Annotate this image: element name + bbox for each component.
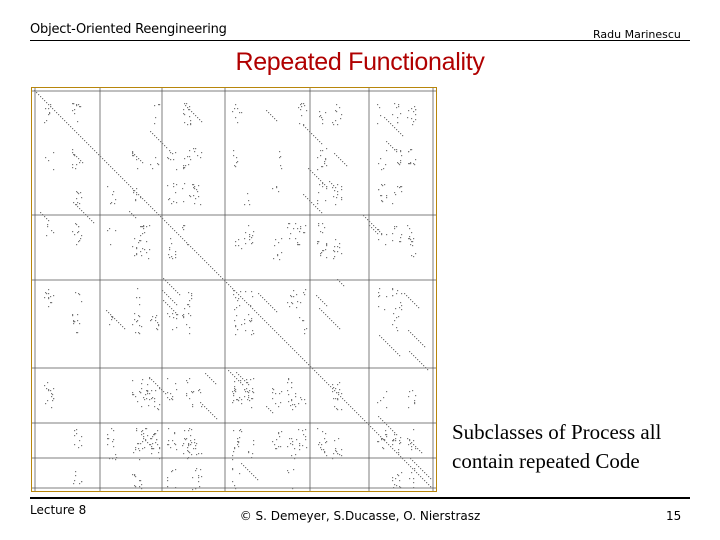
duplication-dotplot	[31, 87, 437, 492]
header-divider	[30, 40, 690, 41]
copyright-credits: © S. Demeyer, S.Ducasse, O. Nierstrasz	[239, 509, 481, 523]
slide-caption: Subclasses of Process all contain repeat…	[452, 420, 662, 473]
dotplot-dots	[34, 90, 432, 491]
dotplot-canvas	[32, 88, 436, 491]
footer-divider	[30, 497, 690, 499]
author-name: Radu Marinescu	[593, 28, 681, 41]
slide-title: Repeated Functionality	[235, 48, 485, 76]
page-number: 15	[666, 509, 682, 523]
course-title: Object-Oriented Reengineering	[30, 22, 227, 37]
lecture-label: Lecture 8	[30, 503, 87, 517]
